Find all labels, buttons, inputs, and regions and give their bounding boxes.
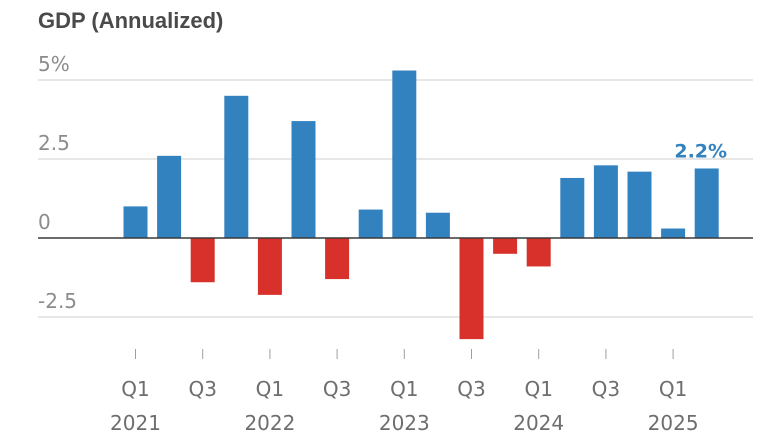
x-tick-year-label: 2025 bbox=[648, 411, 699, 435]
chart-title: GDP (Annualized) bbox=[38, 8, 223, 33]
bar-q1-2024 bbox=[526, 238, 551, 267]
y-tick-label: 0 bbox=[38, 210, 51, 234]
bar-q4-2021 bbox=[224, 95, 249, 238]
bar-q4-2023 bbox=[493, 238, 518, 254]
bar-q2-2024 bbox=[560, 177, 585, 238]
bar-q1-2022 bbox=[257, 238, 282, 295]
x-tick-year-label: 2021 bbox=[110, 411, 161, 435]
x-tick-quarter-label: Q3 bbox=[188, 377, 216, 401]
bar-q2-2025 bbox=[694, 168, 719, 238]
bar-q4-2022 bbox=[358, 209, 383, 238]
x-tick-quarter-label: Q1 bbox=[659, 377, 687, 401]
x-tick-quarter-label: Q3 bbox=[323, 377, 351, 401]
y-tick-label: -2.5 bbox=[38, 289, 77, 313]
bar-q1-2021 bbox=[123, 206, 148, 238]
bar-q1-2023 bbox=[392, 70, 417, 239]
bar-q3-2023 bbox=[459, 238, 484, 340]
x-tick-quarter-label: Q3 bbox=[457, 377, 485, 401]
bar-q1-2025 bbox=[661, 228, 686, 238]
bar-q2-2023 bbox=[425, 212, 450, 238]
bar-q2-2022 bbox=[291, 121, 316, 238]
bar-layer: 2.2% bbox=[123, 70, 727, 340]
bar-q2-2021 bbox=[157, 155, 182, 238]
x-tick-quarter-label: Q1 bbox=[524, 377, 552, 401]
x-tick-year-label: 2024 bbox=[513, 411, 564, 435]
x-tick-year-label: 2022 bbox=[244, 411, 295, 435]
x-tick-quarter-label: Q1 bbox=[256, 377, 284, 401]
bar-q3-2022 bbox=[325, 238, 350, 280]
x-tick-quarter-label: Q1 bbox=[390, 377, 418, 401]
bar-q3-2021 bbox=[190, 238, 215, 283]
x-tick-quarter-label: Q1 bbox=[121, 377, 149, 401]
data-label: 2.2% bbox=[674, 140, 727, 162]
x-tick-quarter-label: Q3 bbox=[592, 377, 620, 401]
y-tick-label: 2.5 bbox=[38, 131, 70, 155]
axis-layer: Q1 2021 Q3 Q1 2022 Q3 Q1 2023 Q3 Q1 2024 Q3 Q1 2025 bbox=[38, 237, 753, 435]
bar-q3-2024 bbox=[593, 165, 618, 238]
x-tick-year-label: 2023 bbox=[379, 411, 430, 435]
y-tick-label: 5% bbox=[38, 52, 70, 76]
bar-q4-2024 bbox=[627, 171, 652, 238]
